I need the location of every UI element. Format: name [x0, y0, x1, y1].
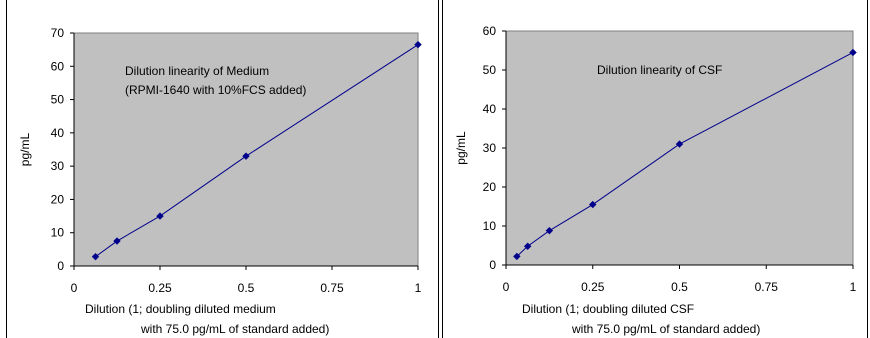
plot-area	[505, 30, 854, 266]
data-point	[156, 212, 164, 220]
x-tick-label: 0.75	[755, 280, 779, 294]
y-axis-label: pg/mL	[454, 131, 468, 165]
y-tick-label: 0	[57, 259, 64, 273]
plot-area	[73, 32, 419, 267]
y-tick-label: 30	[51, 159, 65, 173]
y-tick-label: 60	[51, 59, 65, 73]
chart-panel-medium: 0 10 20 30 40 50 60 70 0 0.25 0.5 0.75 1 pg/mL Dilutio…	[6, 0, 439, 338]
data-point	[242, 152, 250, 160]
chart-annotation-line: (RPMI-1640 with 10%FCS added)	[125, 83, 306, 97]
data-point	[675, 140, 684, 148]
chart-annotation-line: Dilution linearity of CSF	[597, 63, 722, 77]
chart-svg-csf: 0 10 20 30 40 50 60 0 0.25 0.5 0.75 1 pg/mL Dilution …	[454, 24, 857, 336]
chart-1: 0 10 20 30 40 50 60 0 0.25 0.5 0.75 1 pg/mL Dilution …	[454, 24, 857, 336]
y-tick-label: 50	[51, 93, 65, 107]
y-tick-label: 0	[489, 258, 496, 272]
data-point	[849, 48, 857, 57]
chart-0: 0 10 20 30 40 50 60 70 0 0.25 0.5 0.75 1 pg/mL Dilutio…	[18, 26, 422, 336]
x-axis-label-line: with 75.0 pg/mL of standard added)	[571, 322, 760, 336]
x-tick-label: 0.5	[671, 280, 688, 294]
y-axis-label: pg/mL	[18, 133, 32, 167]
x-tick-label: 0.25	[581, 280, 605, 294]
data-point	[523, 242, 532, 250]
y-tick-label: 10	[51, 226, 65, 240]
chart-annotation-line: Dilution linearity of Medium	[125, 64, 269, 78]
data-point	[545, 226, 554, 235]
data-point	[589, 200, 597, 209]
x-tick-label: 1	[415, 281, 422, 295]
y-tick-label: 10	[483, 219, 497, 233]
x-tick-label: 0	[503, 280, 510, 294]
data-point	[513, 252, 521, 261]
x-tick-label: 0.75	[320, 281, 344, 295]
data-point	[91, 252, 100, 261]
chart-svg-medium: 0 10 20 30 40 50 60 70 0 0.25 0.5 0.75 1 pg/mL Dilutio…	[18, 26, 422, 336]
y-tick-label: 70	[51, 26, 65, 40]
chart-panel-csf: 0 10 20 30 40 50 60 0 0.25 0.5 0.75 1 pg/mL Dilution …	[442, 0, 868, 338]
y-tick-label: 50	[483, 63, 497, 77]
x-tick-label: 0.25	[148, 281, 172, 295]
y-tick-label: 60	[483, 24, 497, 38]
x-tick-label: 0	[71, 281, 78, 295]
y-tick-label: 30	[483, 141, 497, 155]
x-axis-label-line: Dilution (1; doubling diluted CSF	[522, 302, 694, 316]
x-axis-label-line: with 75.0 pg/mL of standard added)	[140, 322, 329, 336]
y-tick-label: 40	[51, 126, 65, 140]
data-point	[414, 40, 422, 49]
x-axis-label-line: Dilution (1; doubling diluted medium	[85, 302, 276, 316]
y-tick-label: 20	[51, 192, 65, 206]
data-point	[113, 237, 121, 245]
x-tick-label: 1	[850, 280, 857, 294]
y-tick-label: 20	[483, 180, 497, 194]
y-tick-label: 40	[483, 102, 497, 116]
x-tick-label: 0.5	[238, 281, 255, 295]
